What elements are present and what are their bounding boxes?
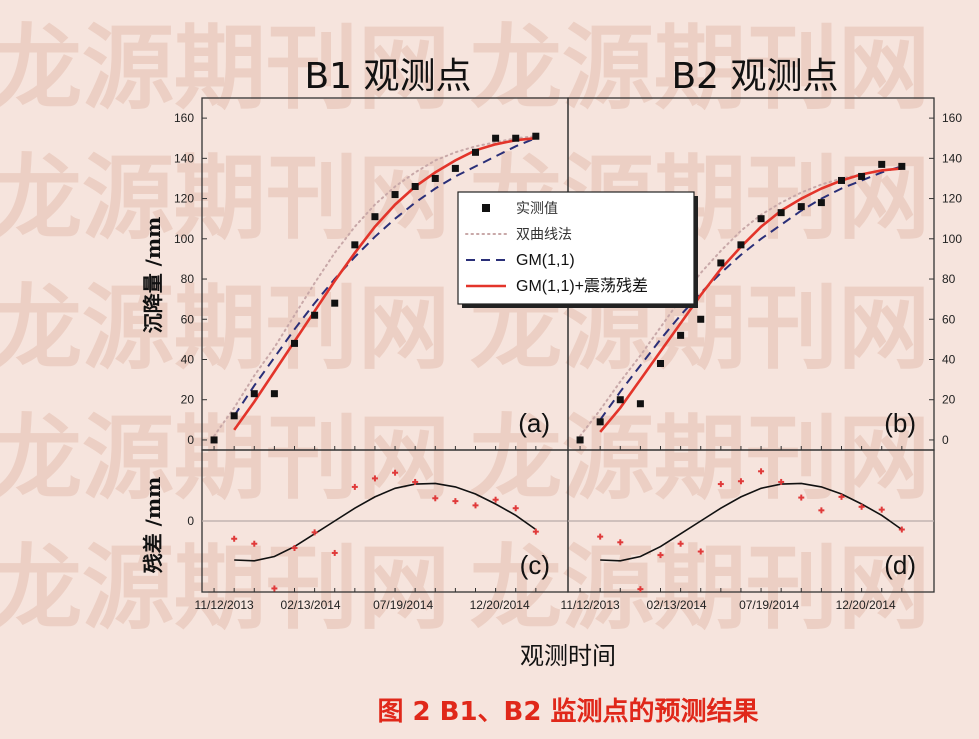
measured-point [717,259,725,267]
measured-point [451,164,459,172]
y-tick-label: 140 [942,151,962,165]
x-tick-label: 12/20/2014 [470,598,530,612]
measured-point [657,360,665,368]
y-axis-label-residual: 残差 /mm [141,477,165,574]
measured-point [230,412,238,420]
y-tick-label: 100 [942,232,962,246]
y-tick-label: 40 [181,352,195,366]
measured-point [331,299,339,307]
measured-point [471,148,479,156]
measured-point [512,134,520,142]
x-tick-label: 02/13/2014 [647,598,707,612]
measured-point [371,213,379,221]
measured-point [757,215,765,223]
y-tick-label: 40 [942,352,956,366]
legend-label: GM(1,1)+震荡残差 [516,277,648,295]
figure-caption: 图 2 B1、B2 监测点的预测结果 [377,696,758,727]
series-line-gm [599,165,903,421]
y-tick-label: 0 [942,433,949,447]
measured-point [576,436,584,444]
measured-point [858,172,866,180]
measured-point [898,162,906,170]
legend-label: 实测值 [516,201,558,217]
measured-point [596,418,604,426]
series-line-double [213,135,537,437]
y-tick-label: 120 [174,192,194,206]
x-tick-label: 11/12/2013 [561,598,620,612]
series-line-gmres [233,136,536,431]
series-line-double [579,167,903,437]
series-line-gm [233,137,537,417]
panel-letter: (c) [520,550,550,580]
legend-label: 双曲线法 [516,227,572,243]
watermark-text: 龙源期刊网 [0,405,450,512]
measured-point [431,174,439,182]
measured-point [210,436,218,444]
x-tick-label: 07/19/2014 [373,598,433,612]
y-tick-label: 20 [181,393,195,407]
y-tick-label: 100 [174,232,194,246]
y-tick-label: 0 [187,433,194,447]
panel-letter: (b) [884,408,916,438]
measured-point [492,134,500,142]
panel-letter: (a) [518,408,550,438]
measured-point [797,203,805,211]
y-tick-label: 160 [942,111,962,125]
measured-point [817,199,825,207]
measured-point [532,132,540,140]
y-tick-label: 80 [181,272,195,286]
measured-point [636,400,644,408]
measured-point [291,339,299,347]
measured-point [270,390,278,398]
x-tick-label: 02/13/2014 [281,598,341,612]
series-line-gmres [599,167,902,433]
measured-point [311,311,319,319]
measured-point [391,191,399,199]
x-axis-label: 观测时间 [520,642,616,670]
x-tick-label: 11/12/2013 [195,598,254,612]
watermark-text: 龙源期刊网 [0,535,450,642]
x-tick-label: 07/19/2014 [739,598,799,612]
measured-point [411,183,419,191]
panel-b: 0 20 40 60 80 100 120 140 160 (b) [567,97,962,451]
panel-title-b1: B1 观测点 [304,56,471,97]
legend-label: GM(1,1) [516,252,575,269]
watermark-text: 龙源期刊网 [0,145,450,252]
panel-letter: (d) [884,550,916,580]
y-tick-label: 0 [187,514,194,528]
measured-point [777,209,785,217]
legend-swatch-measured [482,204,490,212]
residual-fit-line [600,482,903,562]
measured-point [250,390,258,398]
measured-point [697,315,705,323]
watermark: 龙源期刊网龙源期刊网龙源期刊网龙源期刊网龙源期刊网龙源期刊网龙源期刊网龙源期刊网… [0,15,930,642]
watermark-text: 龙源期刊网 [470,405,930,512]
y-tick-label: 80 [942,272,956,286]
residual-fit-line [234,482,537,562]
measured-point [616,396,624,404]
measured-point [837,176,845,184]
y-tick-label: 20 [942,393,956,407]
watermark-text: 龙源期刊网 [470,15,930,122]
panel-c: 0 11/12/2013 02/13/2014 07/19/2014 12/20/201… [187,449,569,612]
watermark-text: 龙源期刊网 [0,15,450,122]
y-tick-label: 140 [174,151,194,165]
measured-point [878,160,886,168]
panel-title-b2: B2 观测点 [671,56,838,97]
measured-point [737,241,745,249]
x-tick-label: 12/20/2014 [836,598,896,612]
y-tick-label: 60 [942,312,956,326]
y-tick-label: 160 [174,111,194,125]
panel-d: 11/12/2013 02/13/2014 07/19/2014 12/20/2014… [561,449,935,612]
y-tick-label: 120 [942,192,962,206]
measured-point [677,331,685,339]
measured-point [351,241,359,249]
watermark-text: 龙源期刊网 [0,275,450,382]
y-tick-label: 60 [181,312,195,326]
y-axis-label-settlement: 沉降量 /mm [141,217,165,334]
